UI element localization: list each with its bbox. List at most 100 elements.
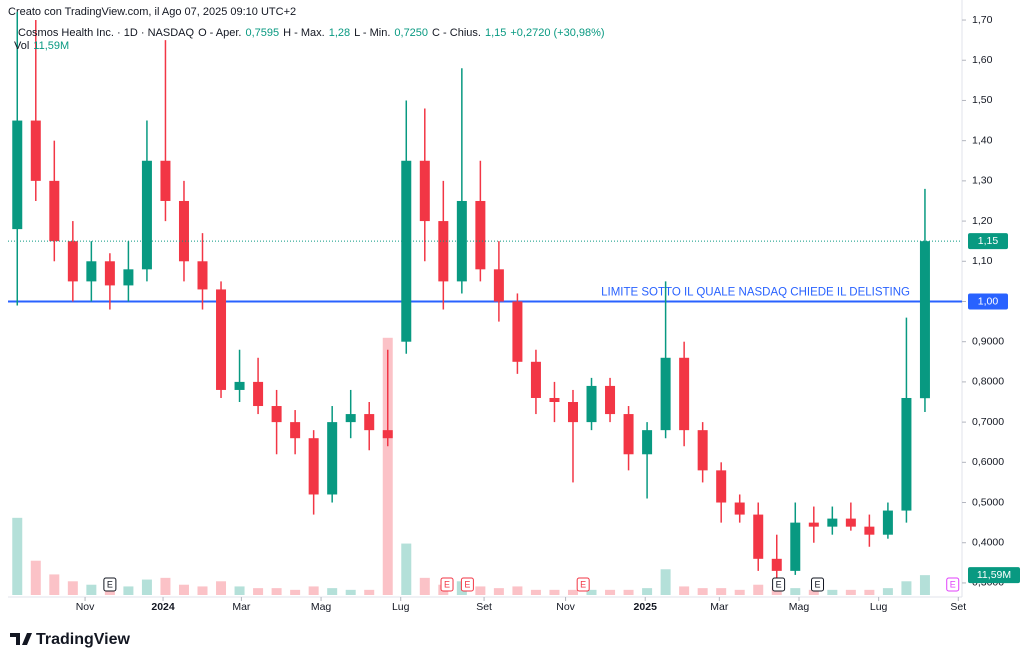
candle-body xyxy=(253,381,264,407)
event-label: E xyxy=(107,579,113,589)
candle-body xyxy=(308,438,319,495)
volume-bar xyxy=(253,588,264,595)
volume-bar xyxy=(567,589,578,595)
candle xyxy=(697,422,708,483)
candle xyxy=(734,494,745,523)
volume-bar xyxy=(530,589,541,595)
candle-body xyxy=(642,430,653,455)
volume-bar xyxy=(919,575,930,595)
volume-bar xyxy=(864,589,875,595)
x-tick-label: Mar xyxy=(232,601,251,613)
candle xyxy=(197,233,208,310)
event-box xyxy=(946,577,960,592)
candle-body xyxy=(530,361,541,398)
volume-legend: Vol 11,59M xyxy=(14,40,69,52)
candle-body xyxy=(364,414,375,431)
candle xyxy=(642,422,653,499)
volume-bar xyxy=(716,588,727,595)
volume-bar xyxy=(178,584,189,595)
candle-body xyxy=(919,241,930,399)
event-label: E xyxy=(950,579,956,589)
candle xyxy=(178,180,189,282)
ohlc-value: 0,7595 xyxy=(245,27,279,39)
event-label: E xyxy=(464,579,470,589)
candle xyxy=(919,188,930,413)
candle xyxy=(49,140,60,262)
x-tick-label: Nov xyxy=(556,601,575,613)
volume-bar xyxy=(512,586,523,595)
candle xyxy=(345,389,356,439)
candle-body xyxy=(141,160,152,270)
volume-bar xyxy=(12,517,23,595)
y-tick-label: 0,5000 xyxy=(972,496,1004,508)
candle-body xyxy=(901,397,912,511)
chart-title: Creato con TradingView.com, il Ago 07, 2… xyxy=(8,6,296,18)
candle-body xyxy=(605,385,616,415)
volume-bar xyxy=(49,574,60,595)
volume-bar xyxy=(586,589,597,595)
candle xyxy=(419,108,430,262)
x-tick-label: 2024 xyxy=(151,601,175,613)
volume-label-bg xyxy=(968,567,1020,584)
volume-bar xyxy=(493,588,504,595)
candle-body xyxy=(827,518,838,527)
candle-body xyxy=(419,160,430,222)
candle xyxy=(790,502,801,575)
x-tick-label: 2025 xyxy=(634,601,658,613)
volume-bar xyxy=(808,589,819,595)
y-tick-label: 0,7000 xyxy=(972,416,1004,428)
event-box xyxy=(576,577,590,592)
volume-bar xyxy=(882,588,893,595)
volume-bar xyxy=(290,589,301,595)
volume-bar xyxy=(660,569,671,595)
candle xyxy=(67,221,78,302)
candle xyxy=(141,120,152,282)
candle-body xyxy=(771,558,782,571)
candle-body xyxy=(586,385,597,423)
candle xyxy=(771,534,782,583)
candle xyxy=(234,349,245,403)
candle xyxy=(160,40,171,222)
candle-body xyxy=(753,514,764,559)
candle xyxy=(216,281,227,398)
candle-body xyxy=(493,269,504,302)
delisting-annotation: LIMITE SOTTO IL QUALE NASDAQ CHIEDE IL D… xyxy=(601,287,910,299)
volume-name: Vol xyxy=(14,40,29,52)
candle-body xyxy=(845,518,856,527)
volume-bar xyxy=(827,589,838,595)
volume-bar xyxy=(642,588,653,595)
candle-body xyxy=(234,381,245,390)
hline-label: 1,00 xyxy=(978,295,999,307)
symbol-info: Cosmos Health Inc. · 1D · NASDAQ xyxy=(18,27,194,39)
volume-bar xyxy=(475,586,486,595)
candle-body xyxy=(345,414,356,423)
candle xyxy=(605,377,616,423)
volume-bar xyxy=(308,586,319,595)
volume-bar xyxy=(30,560,41,595)
y-tick-label: 1,30 xyxy=(972,175,993,187)
volume-bar xyxy=(327,588,338,595)
candle xyxy=(308,430,319,515)
x-tick-label: Nov xyxy=(76,601,95,613)
volume-bar xyxy=(419,577,430,595)
volume-bar xyxy=(382,337,393,595)
candle-body xyxy=(660,357,671,431)
candle xyxy=(493,241,504,322)
volume-bar xyxy=(401,543,412,595)
candle-body xyxy=(160,160,171,201)
candle xyxy=(12,12,23,306)
candle-body xyxy=(475,200,486,270)
candle-body xyxy=(123,269,134,286)
candle-body xyxy=(679,357,690,431)
event-label: E xyxy=(776,579,782,589)
y-tick-label: 1,50 xyxy=(972,94,993,106)
volume-bar xyxy=(605,589,616,595)
volume-bar xyxy=(67,581,78,595)
ohlc-value: 1,28 xyxy=(329,27,350,39)
x-tick-label: Mag xyxy=(789,601,810,613)
candle-body xyxy=(401,160,412,342)
y-tick-label: 1,70 xyxy=(972,14,993,26)
volume-bar xyxy=(364,589,375,595)
